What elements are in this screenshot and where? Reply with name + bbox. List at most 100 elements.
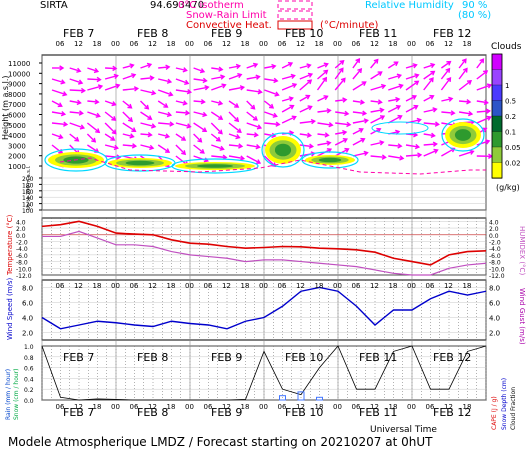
humidex-tick-label: -4.0 <box>489 246 501 253</box>
cloud-legend-swatch <box>491 53 503 71</box>
wind-arrow <box>228 144 243 148</box>
precip-tick-label: 1.0 <box>24 344 34 351</box>
hour-label-top: 06 <box>130 40 139 48</box>
wind-arrow <box>281 116 296 124</box>
height-low-axis-label: Up to 200 m a.s.l. <box>26 165 32 210</box>
wind-arrow <box>352 111 366 115</box>
wind-arrow-head <box>255 159 262 165</box>
day-label-precip: FEB 8 <box>137 351 168 364</box>
wind-arrow-head <box>414 143 421 150</box>
wind-arrow-head <box>377 71 383 77</box>
wind-arrow <box>69 78 83 84</box>
wind-arrow <box>317 133 329 136</box>
wind-arrow <box>440 61 451 69</box>
wind-arrow-head <box>433 148 439 154</box>
hour-label-bottom: 06 <box>56 403 65 411</box>
snow-depth-axis-label: Snow Depth (cm) <box>501 378 508 430</box>
wind-arrow-head <box>111 129 117 135</box>
hour-label-wind: 18 <box>315 282 324 290</box>
wind-arrow-head <box>466 80 473 85</box>
wind-arrow-head <box>360 137 366 143</box>
precip-tick-label: 0.4 <box>24 376 34 383</box>
wind-arrow-head <box>127 117 133 123</box>
temperature-tick-label: 2.0 <box>16 226 26 233</box>
wind-arrow-head <box>483 99 489 105</box>
wind-arrow <box>87 67 99 73</box>
wind-arrow <box>352 100 364 104</box>
wind-arrow-head <box>182 67 188 73</box>
precip-tick-label: 0.6 <box>24 366 34 373</box>
wind-arrow <box>51 100 63 107</box>
wind-arrow-head <box>291 82 298 89</box>
cloud-legend-swatch <box>491 131 503 148</box>
wind-arrow <box>158 122 174 126</box>
wind-arrow <box>299 133 311 137</box>
wind-arrow-head <box>221 83 227 89</box>
wind-arrow-head <box>168 91 174 97</box>
wind-arrow <box>440 77 451 91</box>
wind-arrow-head <box>91 137 97 143</box>
wind-arrow-head <box>376 127 382 133</box>
wind-arrow <box>387 115 402 124</box>
cloud-legend: Clouds 1 0.5 0.2 0.1 0.05 0.02 (g/kg) <box>491 42 522 192</box>
cloud-layer <box>454 129 472 141</box>
temperature-tick-label: -12.0 <box>16 273 32 280</box>
wind-arrow-head <box>430 132 436 138</box>
wind-arrow <box>104 122 117 135</box>
wind-arrow-head <box>199 68 206 74</box>
wind-arrow-head <box>326 140 332 146</box>
legend-snow-rain: Snow-Rain Limit <box>186 10 267 21</box>
wind-arrow-head <box>310 118 316 125</box>
wind-arrow <box>175 122 191 128</box>
wind-arrow <box>405 80 419 91</box>
wind-arrow-head <box>445 67 451 73</box>
wind-arrow-head <box>62 91 68 97</box>
wind-arrow-head <box>133 86 140 92</box>
wind-arrow-head <box>217 100 224 106</box>
wind-arrow-head <box>398 83 404 89</box>
day-label-precip: FEB 7 <box>63 351 94 364</box>
cloud-layer <box>125 160 155 166</box>
hour-label-wind: 06 <box>204 282 213 290</box>
hour-label-wind: 06 <box>352 282 361 290</box>
height-low-tick-label: 120 <box>22 202 34 209</box>
hour-label-wind: 12 <box>444 282 453 290</box>
wind-arrow <box>104 100 116 106</box>
wind-arrow <box>317 142 331 146</box>
rain-bar <box>316 396 323 401</box>
gust-tick-label: 8.0 <box>489 285 500 293</box>
wind-arrow-head <box>273 77 279 84</box>
wind-arrow <box>122 100 132 109</box>
wind-arrow <box>104 84 120 91</box>
day-label-top: FEB 7 <box>63 27 94 40</box>
gust-axis-label: Wind Gust (m/s) <box>518 288 526 345</box>
wind-arrow-head <box>166 111 173 118</box>
hour-label-bottom: 18 <box>315 403 324 411</box>
wind-arrow <box>370 59 379 69</box>
wind-arrow <box>388 98 400 102</box>
wind-arrow-head <box>344 110 350 117</box>
wind-arrow <box>211 84 226 91</box>
hour-label-bottom: 12 <box>296 403 305 411</box>
wind-arrow-head <box>344 147 350 153</box>
wind-arrow <box>352 128 364 135</box>
wind-arrow <box>69 100 81 104</box>
wind-arrow-head <box>397 114 403 120</box>
wind-arrow-head <box>326 108 332 114</box>
wind-arrow <box>405 105 418 113</box>
wind-arrow-head <box>151 123 157 129</box>
height-tick-label: 4000 <box>8 132 26 140</box>
wind-arrow-head <box>218 66 224 72</box>
wind-arrow <box>281 74 295 80</box>
wind-arrow <box>264 65 276 69</box>
wind-arrow <box>69 111 83 115</box>
temperature-tick-label: -4.0 <box>16 246 28 253</box>
wind-arrow <box>69 67 81 72</box>
wind-arrow-head <box>200 98 206 105</box>
wind-arrow-head <box>361 81 367 86</box>
wind-arrow <box>264 78 278 82</box>
forecast-caption: Modele Atmospherique LMDZ / Forecast sta… <box>8 435 433 449</box>
wind-arrow <box>51 144 63 154</box>
day-label-top: FEB 12 <box>433 27 471 40</box>
